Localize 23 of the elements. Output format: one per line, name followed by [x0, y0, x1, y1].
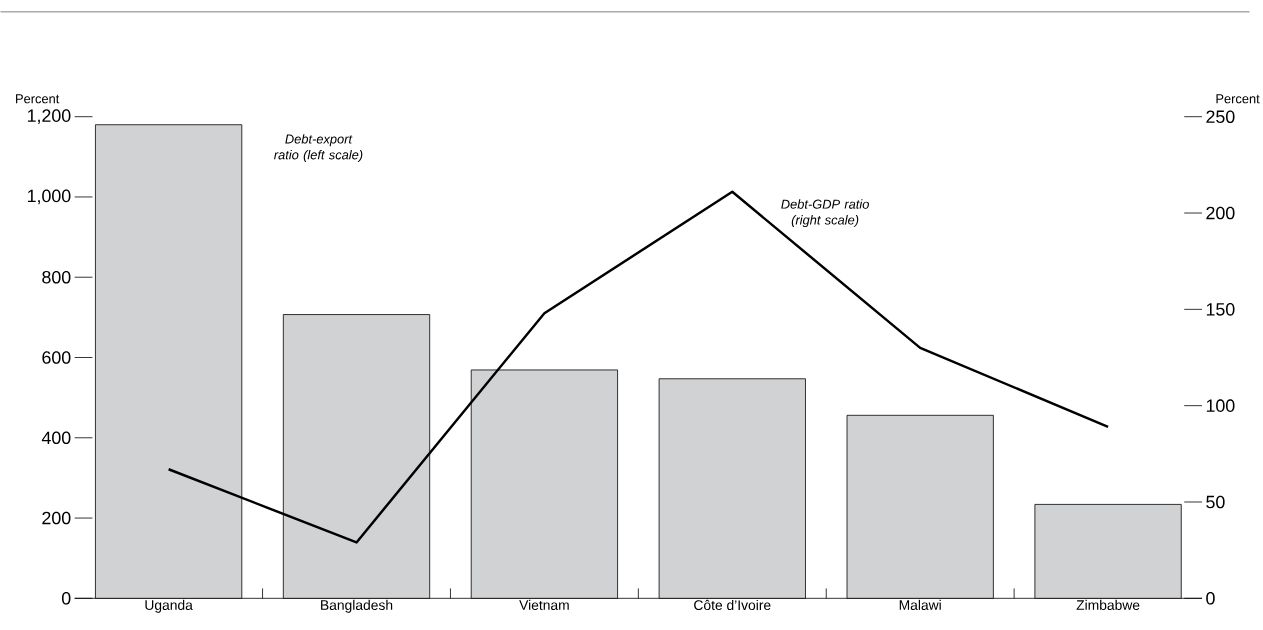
y-tick-label: 0	[61, 592, 71, 605]
x-tick-label: Malawi	[899, 599, 941, 611]
series-label: Debt-GDP ratio (right scale)	[781, 199, 869, 228]
x-tick-label: Bangladesh	[321, 599, 393, 613]
y-tick-label: 200	[42, 511, 71, 525]
y-tick-label: 1,000	[27, 189, 71, 205]
y-axis-title: Percent	[16, 94, 60, 104]
y2-tick-label: 100	[1206, 399, 1235, 412]
y2-axis-title: Percent	[1216, 94, 1260, 104]
x-tick-label: Vietnam	[519, 599, 569, 611]
y-tick-label: 1,200	[27, 109, 71, 125]
x-tick-label: Zimbabwe	[1076, 599, 1140, 611]
y-tick-label: 400	[41, 431, 71, 445]
text: Debt-export ratio (left scale)	[274, 134, 363, 162]
x-tick-label: Côte d’Ivoire	[694, 599, 771, 611]
y2-tick-label: 150	[1206, 303, 1235, 316]
y2-tick-label: 50	[1206, 495, 1225, 509]
y2-tick-label: 200	[1206, 206, 1235, 220]
y-tick-label: 600	[42, 351, 71, 364]
y-tick-label: 800	[42, 270, 71, 284]
y2-tick-label: 0	[1206, 592, 1215, 605]
x-tick-label: Uganda	[145, 599, 193, 613]
y2-tick-label: 250	[1206, 110, 1235, 124]
